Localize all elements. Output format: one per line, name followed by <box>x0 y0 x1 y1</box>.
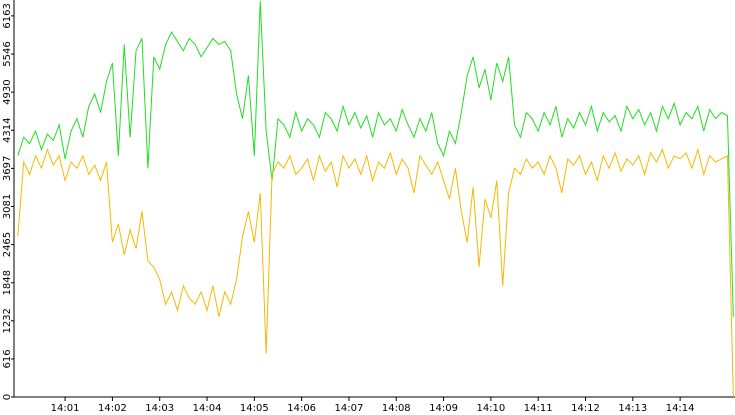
y-tick-label: 0 <box>2 394 13 400</box>
x-tick-label: 14:08 <box>382 403 411 414</box>
x-tick-label: 14:02 <box>98 403 127 414</box>
y-tick-label: 3697 <box>2 156 13 181</box>
x-tick-label: 14:13 <box>618 403 647 414</box>
x-tick-label: 14:07 <box>335 403 364 414</box>
y-tick-label: 1232 <box>2 308 13 333</box>
x-tick-label: 14:12 <box>571 403 600 414</box>
x-tick-label: 14:01 <box>51 403 80 414</box>
y-tick-label: 5546 <box>2 41 13 66</box>
x-tick-label: 14:11 <box>524 403 553 414</box>
x-tick-label: 14:09 <box>429 403 458 414</box>
y-tick-label: 616 <box>2 349 13 368</box>
x-tick-label: 14:05 <box>240 403 269 414</box>
x-tick-label: 14:14 <box>666 403 695 414</box>
y-tick-label: 2465 <box>2 232 13 257</box>
y-tick-label: 6163 <box>2 3 13 28</box>
y-tick-label: 4930 <box>2 79 13 104</box>
x-tick-label: 14:06 <box>287 403 316 414</box>
y-tick-label: 4314 <box>2 118 13 143</box>
y-tick-label: 3081 <box>2 194 13 219</box>
x-tick-label: 14:04 <box>193 403 222 414</box>
x-tick-label: 14:03 <box>145 403 174 414</box>
y-tick-label: 1848 <box>2 270 13 295</box>
series-line <box>17 1 734 317</box>
x-tick-label: 14:10 <box>476 403 505 414</box>
series-line <box>17 147 734 398</box>
